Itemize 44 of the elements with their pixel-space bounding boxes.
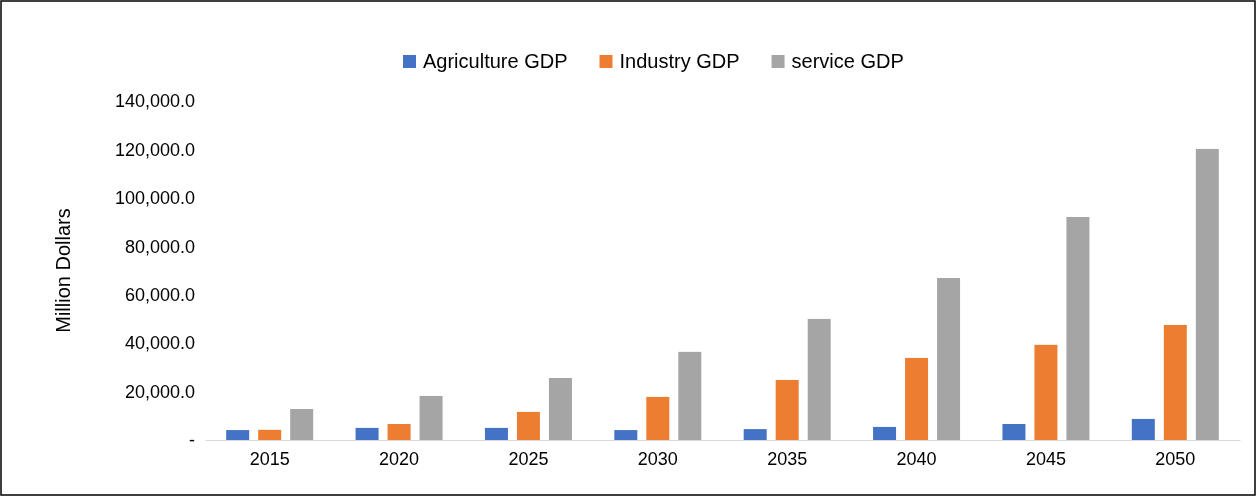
bar <box>614 430 638 440</box>
bar <box>548 378 572 440</box>
x-tick-label: 2045 <box>1025 448 1066 469</box>
x-tick-label: 2020 <box>379 448 420 469</box>
bar <box>807 318 831 440</box>
legend-label: Agriculture GDP <box>423 50 568 72</box>
x-tick-label: 2030 <box>637 448 678 469</box>
bar <box>290 409 314 440</box>
bar <box>646 396 670 440</box>
legend-label: service GDP <box>791 50 904 72</box>
y-tick-label: 80,000.0 <box>124 236 195 257</box>
legend-label: Industry GDP <box>619 50 740 72</box>
bar <box>258 429 282 440</box>
bar <box>775 379 799 440</box>
y-axis-title: Million Dollars <box>52 208 74 333</box>
bar <box>387 424 411 440</box>
bar <box>678 351 702 440</box>
bar <box>1195 148 1219 440</box>
y-tick-label: 20,000.0 <box>124 381 195 402</box>
bar <box>743 429 767 440</box>
y-tick-label: 120,000.0 <box>114 139 195 160</box>
bar <box>937 278 961 440</box>
bar <box>1066 216 1090 440</box>
bar <box>1131 418 1155 440</box>
x-tick-label: 2015 <box>249 448 290 469</box>
x-tick-label: 2040 <box>896 448 937 469</box>
bar <box>905 357 929 440</box>
bar <box>1034 344 1058 440</box>
y-tick-label: 100,000.0 <box>114 188 195 209</box>
bar <box>355 427 379 440</box>
bar <box>1163 324 1187 440</box>
x-tick-label: 2035 <box>767 448 808 469</box>
y-tick-label: - <box>189 430 195 451</box>
bar <box>516 411 540 440</box>
x-tick-label: 2050 <box>1155 448 1196 469</box>
bar <box>484 427 508 440</box>
bar <box>419 395 443 440</box>
y-tick-label: 140,000.0 <box>114 91 195 112</box>
y-tick-label: 40,000.0 <box>124 333 195 354</box>
bar <box>873 426 897 440</box>
x-tick-label: 2025 <box>508 448 549 469</box>
bar <box>226 430 250 440</box>
y-tick-label: 60,000.0 <box>124 284 195 305</box>
bar <box>1002 424 1026 440</box>
